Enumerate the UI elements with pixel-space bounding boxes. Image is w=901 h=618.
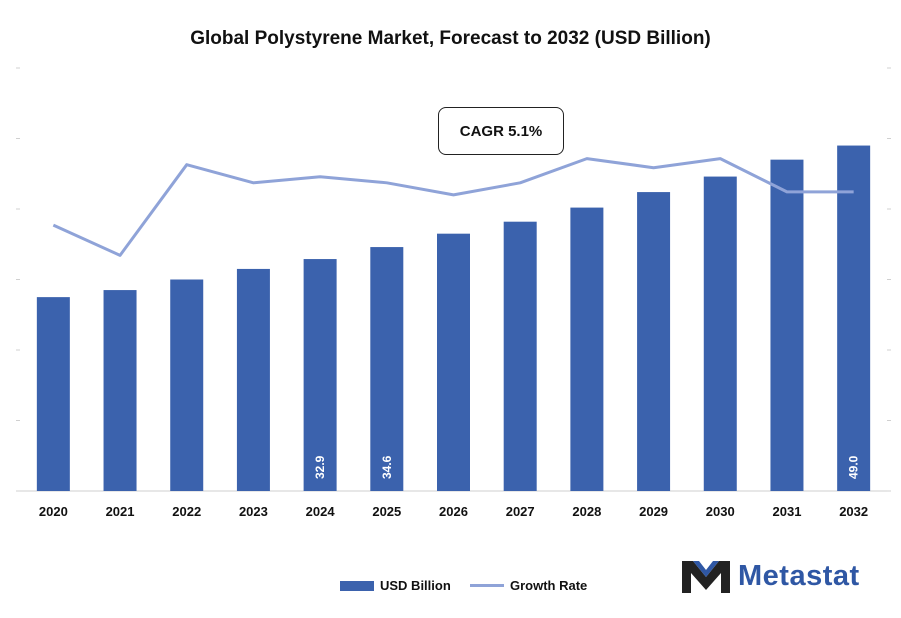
bar-2030 bbox=[703, 176, 737, 491]
bar-2024 bbox=[303, 259, 337, 491]
x-tick-label-2026: 2026 bbox=[439, 504, 468, 519]
x-tick-label-2020: 2020 bbox=[39, 504, 68, 519]
bar-value-label-2025: 34.6 bbox=[380, 455, 394, 479]
bar-2031 bbox=[770, 159, 804, 491]
x-tick-label-2024: 2024 bbox=[306, 504, 336, 519]
bar-series bbox=[36, 145, 871, 492]
x-tick-label-2032: 2032 bbox=[839, 504, 868, 519]
bar-2021 bbox=[103, 290, 137, 491]
bar-2023 bbox=[236, 268, 270, 491]
legend-swatch-line bbox=[470, 584, 504, 587]
bar-2020 bbox=[36, 297, 70, 491]
bar-2029 bbox=[637, 192, 671, 491]
bar-value-label-2032: 49.0 bbox=[847, 455, 861, 479]
metastat-logo: Metastat bbox=[680, 557, 860, 595]
x-tick-label-2023: 2023 bbox=[239, 504, 268, 519]
logo-text: Metastat bbox=[738, 559, 860, 592]
legend-label-bar: USD Billion bbox=[380, 578, 451, 593]
line-series bbox=[52, 157, 854, 257]
bar-2025 bbox=[370, 247, 404, 491]
x-tick-label-2030: 2030 bbox=[706, 504, 735, 519]
x-tick-label-2031: 2031 bbox=[773, 504, 802, 519]
labels: 2020 2021 2022 2023 2024 2025 2026 2027 2028 2029… bbox=[39, 455, 868, 519]
bar-2028 bbox=[570, 207, 604, 491]
bar-2022 bbox=[170, 279, 204, 491]
metastat-logo-icon bbox=[682, 561, 730, 593]
x-tick-label-2029: 2029 bbox=[639, 504, 668, 519]
cagr-annotation: CAGR 5.1% bbox=[438, 107, 564, 155]
x-tick-label-2027: 2027 bbox=[506, 504, 535, 519]
bar-value-label-2024: 32.9 bbox=[313, 455, 327, 479]
bar-2026 bbox=[437, 233, 470, 492]
x-tick-label-2022: 2022 bbox=[172, 504, 201, 519]
x-tick-label-2025: 2025 bbox=[372, 504, 401, 519]
bar-2032 bbox=[837, 145, 871, 492]
x-tick-label-2021: 2021 bbox=[106, 504, 135, 519]
x-tick-label-2028: 2028 bbox=[572, 504, 601, 519]
legend-item-bar: USD Billion bbox=[340, 578, 451, 593]
chart-title: Global Polystyrene Market, Forecast to 2… bbox=[190, 28, 711, 49]
legend-label-line: Growth Rate bbox=[510, 578, 588, 593]
legend-swatch-bar bbox=[340, 580, 374, 591]
legend-item-line: Growth Rate bbox=[470, 578, 587, 593]
bar-2027 bbox=[503, 221, 537, 491]
